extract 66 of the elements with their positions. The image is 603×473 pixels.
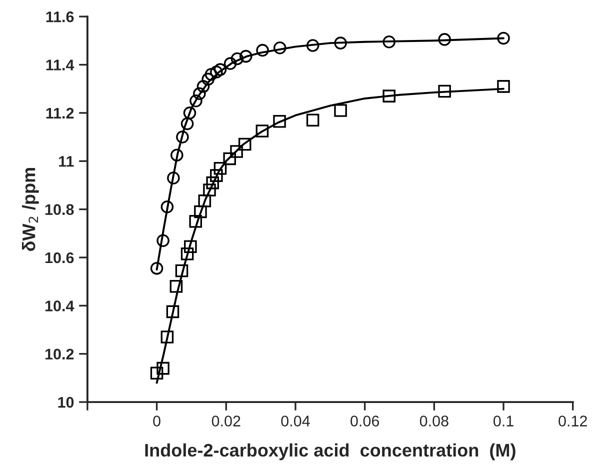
x-tick-label: 0.08 — [420, 416, 448, 426]
point — [224, 57, 237, 70]
y-tick-label: 11.6 — [46, 11, 74, 22]
point — [150, 262, 164, 275]
y-tick-label: 10.6 — [45, 252, 74, 264]
point — [170, 148, 184, 162]
point — [334, 104, 347, 117]
point — [156, 234, 170, 248]
point — [166, 305, 180, 318]
y-tick-label: 10.4 — [45, 300, 74, 312]
point — [256, 44, 269, 57]
point — [334, 36, 347, 50]
point — [198, 194, 212, 208]
point — [256, 124, 269, 138]
point — [176, 130, 189, 144]
point — [180, 117, 194, 130]
point — [150, 366, 164, 380]
x-tick-label: 0.1 — [493, 416, 514, 426]
point — [203, 184, 216, 196]
x-tick-label: 0.02 — [212, 416, 240, 426]
point — [214, 63, 227, 76]
point — [230, 145, 243, 158]
point — [382, 90, 396, 102]
y-tick-label: 11 — [59, 156, 74, 167]
point — [206, 176, 219, 190]
x-tick-label: 0 — [153, 416, 160, 426]
point — [184, 240, 197, 254]
point — [194, 205, 207, 218]
point — [175, 264, 188, 278]
point — [214, 162, 227, 175]
y-tick-label: 10.2 — [45, 348, 74, 360]
x-tick-label: 0.06 — [350, 416, 380, 426]
point — [193, 87, 206, 100]
x-tick-label: 0.04 — [281, 416, 310, 426]
point — [160, 330, 174, 344]
point — [170, 280, 183, 293]
point — [497, 32, 510, 45]
x-tick-label: 0.12 — [558, 416, 587, 426]
y-tick-label: 10.8 — [45, 204, 74, 215]
point — [196, 80, 210, 93]
point — [382, 35, 396, 48]
point — [156, 362, 170, 375]
point — [238, 138, 252, 151]
point — [190, 94, 202, 108]
point — [160, 200, 174, 214]
point — [273, 114, 286, 128]
point — [223, 152, 236, 166]
point — [183, 106, 196, 120]
y-tick-label: 11.2 — [46, 108, 74, 118]
point — [438, 84, 451, 98]
y-tick-label: 11.4 — [46, 60, 74, 70]
point — [202, 72, 214, 86]
point — [210, 169, 223, 182]
point — [167, 172, 180, 184]
point — [240, 50, 252, 63]
point — [497, 80, 510, 93]
point — [306, 39, 320, 52]
x-axis-title: Indole-2-carboxylic acid concentration (M) — [145, 443, 516, 460]
point — [180, 247, 194, 260]
point — [273, 41, 286, 54]
point — [189, 214, 202, 228]
point — [230, 52, 244, 66]
y-tick-label: 10 — [58, 396, 74, 408]
y-axis-title: δW$_{2}$ /ppm — [22, 168, 39, 251]
point — [438, 33, 451, 46]
point — [306, 114, 320, 127]
